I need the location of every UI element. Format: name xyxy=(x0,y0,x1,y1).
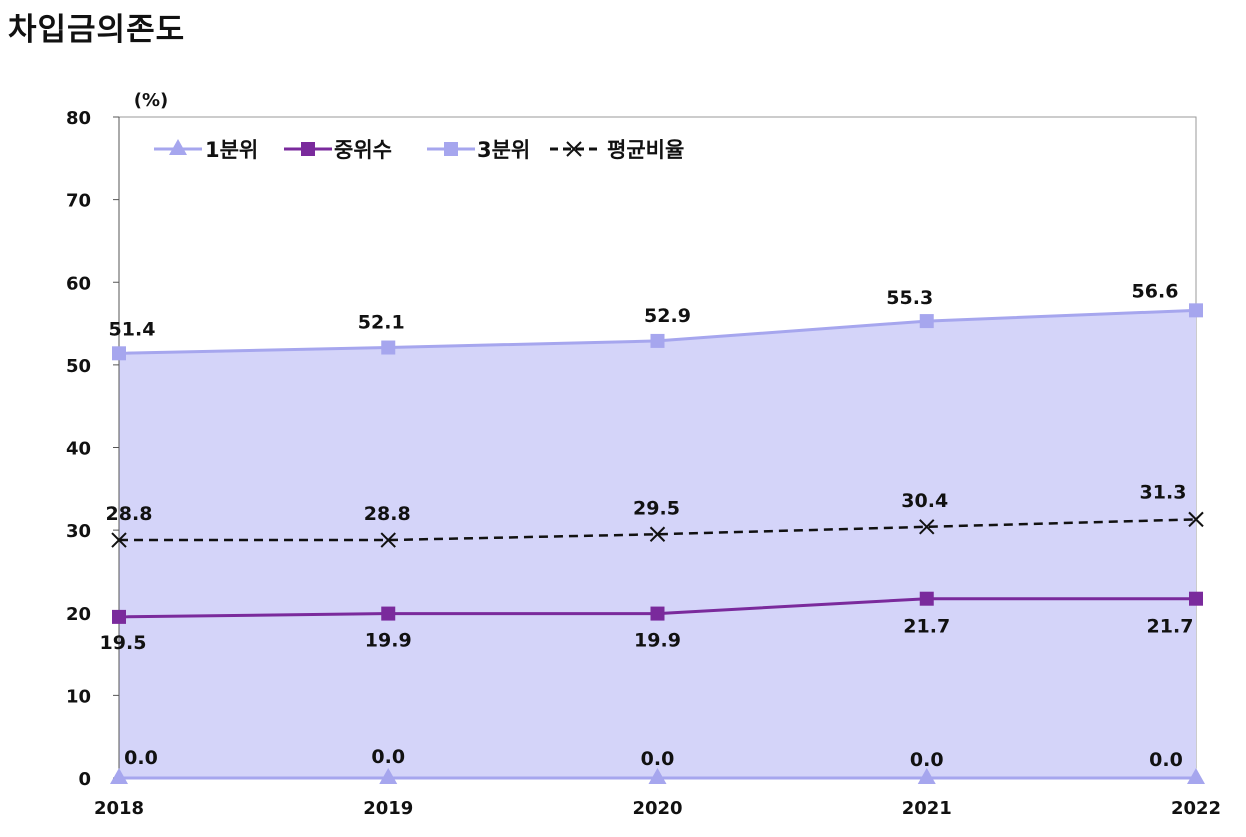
data-point xyxy=(650,606,665,621)
data-point xyxy=(1188,511,1204,528)
data-point xyxy=(919,519,935,535)
area-fill xyxy=(119,310,1196,778)
y-tick-label: 20 xyxy=(66,604,91,625)
data-point xyxy=(649,526,666,542)
data-label: 21.7 xyxy=(903,616,950,638)
data-label: 52.1 xyxy=(358,312,405,334)
data-label: 19.5 xyxy=(100,632,147,654)
data-point xyxy=(1187,768,1205,784)
data-label: 31.3 xyxy=(1140,481,1187,503)
data-point xyxy=(112,609,126,624)
page-title: 차입금의존도 xyxy=(8,12,186,48)
y-tick-label: 50 xyxy=(66,356,91,377)
y-tick-label: 70 xyxy=(66,191,91,212)
data-label: 0.0 xyxy=(124,747,158,769)
data-label: 52.9 xyxy=(644,305,691,327)
data-label: 28.8 xyxy=(364,503,411,525)
legend-label: 중위수 xyxy=(334,138,392,162)
legend-label: 3분위 xyxy=(477,138,530,162)
data-label: 29.5 xyxy=(633,497,680,519)
legend-label: 1분위 xyxy=(205,138,258,162)
data-point xyxy=(1189,303,1203,318)
data-label: 0.0 xyxy=(641,748,675,770)
data-point xyxy=(919,314,934,329)
data-point xyxy=(380,532,396,548)
data-point xyxy=(919,591,934,606)
legend-marker xyxy=(566,141,582,157)
legend-label: 평균비율 xyxy=(607,138,684,162)
y-tick-label: 80 xyxy=(66,108,91,129)
x-tick-label: 2021 xyxy=(902,798,952,819)
data-point xyxy=(379,768,398,784)
legend-marker xyxy=(301,142,315,156)
data-point xyxy=(650,333,665,348)
data-label: 19.9 xyxy=(634,630,681,652)
x-tick-label: 2020 xyxy=(632,798,682,819)
data-point xyxy=(110,768,128,784)
data-point xyxy=(648,768,667,784)
data-label: 30.4 xyxy=(901,490,948,512)
data-point xyxy=(381,340,396,355)
y-axis-unit: (%) xyxy=(134,90,169,111)
y-tick-label: 30 xyxy=(66,521,91,542)
data-label: 19.9 xyxy=(365,630,412,652)
data-point xyxy=(111,532,127,548)
data-point xyxy=(381,606,396,621)
y-tick-label: 60 xyxy=(66,273,91,294)
data-point xyxy=(1189,591,1203,606)
data-label: 0.0 xyxy=(371,746,405,768)
data-label: 55.3 xyxy=(886,287,933,309)
data-label: 0.0 xyxy=(1149,749,1183,771)
data-label: 0.0 xyxy=(910,749,944,771)
data-label: 51.4 xyxy=(109,318,156,340)
y-tick-label: 40 xyxy=(66,439,91,460)
legend-marker xyxy=(169,139,187,155)
data-label: 56.6 xyxy=(1132,280,1179,302)
data-label: 28.8 xyxy=(106,503,153,525)
x-tick-label: 2018 xyxy=(94,798,144,819)
y-tick-label: 0 xyxy=(78,769,91,790)
x-tick-label: 2019 xyxy=(363,798,413,819)
y-tick-label: 10 xyxy=(66,686,91,707)
data-point xyxy=(112,346,126,361)
data-label: 21.7 xyxy=(1147,616,1194,638)
x-tick-label: 2022 xyxy=(1171,798,1221,819)
legend-marker xyxy=(444,142,458,156)
data-point xyxy=(917,768,936,784)
